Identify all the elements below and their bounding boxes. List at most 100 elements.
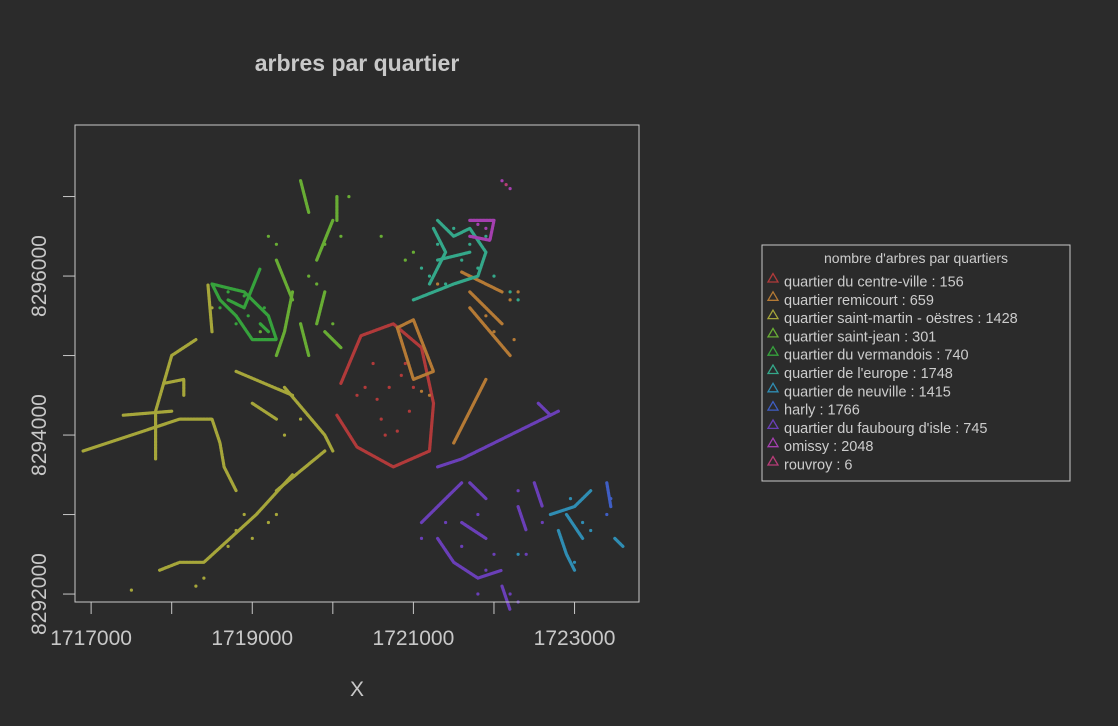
tree-point [609, 497, 613, 501]
tree-alignment [315, 218, 335, 262]
tree-point [379, 417, 383, 421]
tree-point [436, 282, 440, 286]
series-2 [395, 270, 520, 445]
legend-label: omissy : 2048 [784, 439, 873, 455]
tree-point [266, 520, 270, 525]
tree-point [347, 195, 351, 199]
legend-item: harly : 1766 [766, 400, 860, 419]
tree-point [194, 584, 198, 588]
series-9 [419, 401, 561, 612]
tree-point [581, 520, 585, 525]
tree-point [476, 512, 480, 517]
tree-alignment [154, 338, 198, 461]
tree-point [363, 385, 367, 389]
tree-alignment [436, 250, 472, 262]
legend-item: quartier du vermandois : 740 [766, 345, 969, 364]
tree-alignment [299, 322, 311, 358]
tree-point [387, 385, 391, 389]
tree-point [129, 588, 133, 592]
triangle-marker-icon [766, 327, 780, 338]
series-10 [468, 179, 512, 242]
tree-point [476, 222, 480, 226]
tree-alignment [548, 489, 593, 517]
legend-label: quartier saint-martin - oëstres : 1428 [784, 311, 1018, 327]
tree-point [444, 282, 448, 286]
tree-alignment [452, 377, 488, 445]
tree-alignment [335, 322, 436, 469]
legend-item: quartier saint-martin - oëstres : 1428 [766, 308, 1018, 327]
triangle-marker-icon [766, 382, 780, 393]
legend-item: quartier de l'europe : 1748 [766, 363, 953, 382]
tree-point [226, 290, 230, 294]
tree-point [403, 361, 407, 366]
tree-alignment [274, 449, 327, 493]
tree-point [307, 274, 311, 278]
series-11 [504, 183, 508, 187]
tree-point [375, 397, 379, 401]
series-5 [210, 266, 278, 342]
x-tick-label: 1721000 [373, 627, 455, 650]
triangle-marker-icon [766, 308, 780, 320]
tree-point [512, 338, 516, 342]
tree-alignment [536, 401, 553, 417]
tree-alignment [234, 369, 295, 397]
tree-point [242, 512, 246, 517]
legend-item: quartier remicourt : 659 [766, 290, 934, 309]
tree-point [504, 183, 508, 187]
legend-label: quartier du faubourg d'isle : 745 [784, 421, 988, 437]
tree-alignment [411, 218, 488, 302]
legend-title: nombre d'arbres par quartiers [824, 250, 1008, 266]
series-6 [411, 218, 520, 302]
x-tick-label: 1723000 [534, 627, 616, 650]
tree-alignment [395, 318, 436, 381]
tree-point [524, 552, 528, 556]
tree-point [508, 290, 512, 294]
tree-point [452, 226, 456, 230]
tree-alignment [613, 536, 625, 549]
tree-point [492, 330, 496, 334]
tree-alignment [299, 179, 311, 214]
tree-alignment [564, 512, 585, 541]
tree-point [218, 306, 222, 310]
tree-point [331, 322, 335, 326]
tree-alignment [419, 481, 464, 525]
tree-point [516, 290, 520, 294]
legend-label: quartier saint-jean : 301 [784, 329, 936, 345]
tree-point [436, 242, 440, 246]
tree-alignment [158, 473, 295, 572]
triangle-marker-icon [766, 363, 780, 375]
tree-alignment [556, 528, 577, 572]
legend-label: rouvroy : 6 [784, 458, 853, 474]
tree-alignment [315, 290, 327, 326]
legend-label: quartier du vermandois : 740 [784, 348, 969, 364]
tree-point [500, 179, 504, 183]
tree-point [419, 266, 424, 270]
legend-label: quartier de l'europe : 1748 [784, 366, 953, 382]
series-4 [258, 179, 415, 358]
y-tick-label: 8296000 [28, 235, 51, 317]
triangle-marker-icon [766, 345, 780, 356]
legend-label: quartier remicourt : 659 [784, 293, 934, 309]
plot-frame [74, 124, 640, 603]
tree-alignment [468, 306, 512, 358]
tree-point [383, 433, 387, 437]
tree-alignment [468, 218, 496, 242]
triangle-marker-icon [766, 290, 780, 301]
tree-alignment [460, 270, 504, 294]
tree-point [568, 497, 573, 501]
tree-alignment [427, 226, 448, 286]
tree-point [395, 429, 399, 433]
tree-point [407, 409, 411, 413]
triangle-marker-icon [766, 272, 780, 283]
tree-point [605, 512, 609, 517]
tree-point [258, 330, 262, 334]
tree-point [299, 417, 303, 421]
tree-point [460, 544, 464, 549]
tree-point [282, 433, 287, 437]
legend-label: quartier de neuville : 1415 [784, 384, 951, 400]
tree-point [427, 393, 432, 397]
tree-point [250, 536, 254, 541]
tree-point [246, 314, 250, 318]
tree-point [460, 258, 464, 262]
